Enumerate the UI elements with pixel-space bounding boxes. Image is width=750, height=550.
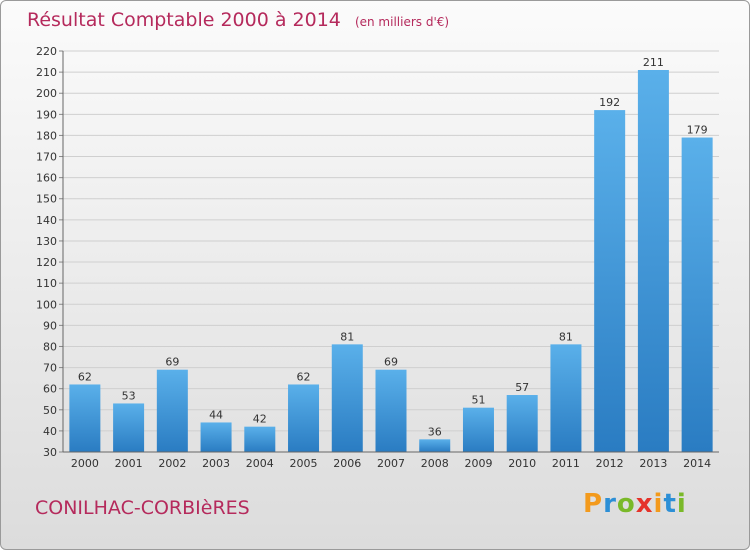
bars — [69, 69, 713, 453]
data-label: 69 — [165, 356, 179, 369]
x-tick-label: 2012 — [596, 457, 624, 470]
bar-2012 — [594, 110, 626, 453]
data-label: 211 — [643, 56, 664, 69]
data-label: 42 — [253, 413, 267, 426]
data-label: 62 — [297, 370, 311, 383]
x-tick-label: 2007 — [377, 457, 405, 470]
bar-2008 — [419, 439, 451, 452]
chart-title: Résultat Comptable 2000 à 2014 (en milli… — [27, 9, 449, 31]
bar-2005 — [288, 384, 320, 452]
y-tick-label: 180 — [36, 129, 57, 142]
bar-2003 — [200, 422, 232, 452]
data-label: 36 — [428, 425, 442, 438]
bar-2002 — [156, 369, 188, 452]
y-axis-ticks: 30 40 50 60 70 80 90 100 110 120 130 140 150 160 170 18… — [36, 45, 63, 459]
x-axis-ticks: 2000 2001 2002 2003 2004 2005 2006 2007 2008 2009… — [71, 457, 711, 470]
bar-2014 — [681, 137, 713, 452]
x-tick-label: 2009 — [464, 457, 492, 470]
bar-2013 — [637, 69, 669, 452]
y-tick-label: 150 — [36, 193, 57, 206]
bar-2004 — [244, 426, 276, 452]
data-label: 53 — [122, 389, 136, 402]
y-tick-label: 100 — [36, 298, 57, 311]
bar-2001 — [113, 403, 145, 452]
x-tick-label: 2004 — [246, 457, 274, 470]
data-label: 44 — [209, 408, 223, 421]
chart-title-text: Résultat Comptable 2000 à 2014 — [27, 9, 341, 31]
bar-2007 — [375, 369, 407, 452]
data-labels: 62 53 69 44 42 62 81 69 36 51 57 81 192 211 179 — [78, 56, 708, 438]
data-label: 81 — [340, 330, 354, 343]
y-tick-label: 120 — [36, 256, 57, 269]
y-tick-label: 40 — [43, 425, 57, 438]
chart-unit: (en milliers d'€) — [354, 15, 450, 29]
x-tick-label: 2008 — [421, 457, 449, 470]
x-tick-label: 2005 — [290, 457, 318, 470]
bar-2010 — [506, 395, 538, 452]
x-tick-label: 2002 — [158, 457, 186, 470]
y-tick-label: 220 — [36, 45, 57, 58]
bar-2011 — [550, 344, 582, 452]
y-tick-label: 30 — [43, 446, 57, 459]
x-tick-label: 2000 — [71, 457, 99, 470]
y-tick-label: 160 — [36, 172, 57, 185]
y-tick-label: 200 — [36, 87, 57, 100]
y-tick-label: 80 — [43, 340, 57, 353]
y-tick-label: 130 — [36, 235, 57, 248]
y-tick-label: 190 — [36, 108, 57, 121]
commune-name: CONILHAC-CORBIèRES — [35, 497, 250, 519]
data-label: 62 — [78, 370, 92, 383]
data-label: 81 — [559, 330, 573, 343]
bar-2009 — [462, 407, 494, 452]
x-tick-label: 2001 — [115, 457, 143, 470]
y-tick-label: 60 — [43, 383, 57, 396]
data-label: 57 — [515, 381, 529, 394]
data-label: 192 — [599, 96, 620, 109]
y-tick-label: 210 — [36, 66, 57, 79]
y-tick-label: 50 — [43, 404, 57, 417]
data-label: 69 — [384, 356, 398, 369]
x-tick-label: 2014 — [683, 457, 711, 470]
y-tick-label: 170 — [36, 151, 57, 164]
x-tick-label: 2013 — [639, 457, 667, 470]
x-tick-label: 2003 — [202, 457, 230, 470]
bar-2000 — [69, 384, 101, 452]
data-label: 179 — [687, 124, 708, 137]
y-tick-label: 140 — [36, 214, 57, 227]
data-label: 51 — [471, 394, 485, 407]
y-tick-label: 90 — [43, 319, 57, 332]
x-tick-label: 2010 — [508, 457, 536, 470]
x-tick-label: 2011 — [552, 457, 580, 470]
proxiti-logo[interactable]: Proxiti — [583, 489, 687, 519]
y-tick-label: 110 — [36, 277, 57, 290]
y-tick-label: 70 — [43, 362, 57, 375]
bar-2006 — [331, 344, 363, 452]
x-tick-label: 2006 — [333, 457, 361, 470]
